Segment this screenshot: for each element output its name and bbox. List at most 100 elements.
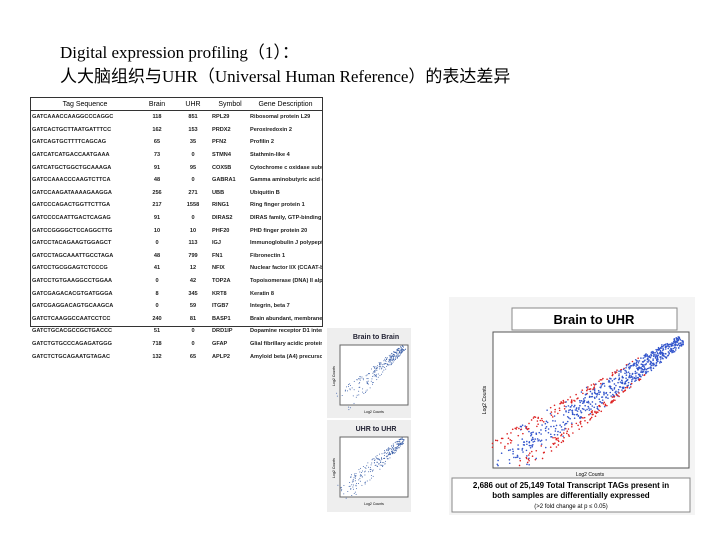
texture-dot: [390, 361, 392, 363]
texture-dot: [491, 446, 494, 449]
texture-dot: [586, 388, 589, 390]
table-cell: 95: [189, 164, 197, 171]
texture-dot: [598, 409, 600, 412]
texture-dot: [585, 393, 588, 396]
table-row: GATCCAAACCCAAGTCTTCA 48 0 GABRA1 Gamma amino…: [31, 174, 322, 187]
texture-dot: [671, 344, 674, 346]
texture-dot: [392, 443, 394, 445]
texture-dot: [521, 447, 524, 450]
texture-dot: [567, 405, 570, 407]
texture-dot: [542, 452, 545, 454]
texture-dot: [554, 411, 556, 413]
texture-dot: [613, 378, 616, 380]
texture-dot: [657, 352, 659, 355]
texture-dot: [561, 429, 563, 431]
texture-dot: [651, 352, 654, 354]
texture-dot: [356, 483, 358, 485]
texture-dot: [376, 455, 378, 457]
texture-dot: [349, 485, 351, 487]
texture-dot: [598, 405, 600, 407]
texture-dot: [667, 347, 670, 350]
texture-dot: [524, 425, 527, 427]
texture-dot: [614, 371, 616, 373]
texture-dot: [517, 448, 519, 450]
texture-dot: [679, 339, 682, 341]
texture-dot: [571, 409, 574, 412]
texture-dot: [570, 401, 573, 404]
texture-dot: [595, 396, 598, 398]
texture-dot: [648, 355, 650, 358]
texture-dot: [351, 495, 353, 497]
texture-dot: [632, 377, 634, 380]
texture-dot: [627, 384, 630, 387]
texture-dot: [403, 439, 405, 441]
texture-dot: [634, 372, 637, 375]
texture-dot: [580, 416, 583, 418]
texture-dot: [373, 367, 375, 369]
texture-dot: [590, 416, 593, 419]
texture-dot: [376, 368, 378, 370]
texture-dot: [576, 398, 578, 400]
texture-dot: [663, 343, 666, 346]
table-cell: Fibronectin 1: [250, 252, 286, 259]
texture-dot: [625, 371, 628, 374]
texture-dot: [667, 351, 670, 353]
texture-dot: [590, 408, 592, 410]
texture-dot: [573, 417, 576, 419]
texture-dot: [618, 373, 620, 375]
texture-dot: [381, 367, 383, 369]
texture-dot: [526, 463, 528, 466]
table-row: GATCACTGCTTAATGATTTCC 162 153 PRDX2 Peroxire…: [31, 124, 322, 137]
texture-dot: [639, 378, 642, 381]
texture-dot: [581, 389, 584, 391]
texture-dot: [587, 400, 590, 403]
texture-dot: [655, 348, 657, 351]
caption-box: [451, 477, 691, 513]
texture-dot: [390, 354, 392, 356]
texture-dot: [583, 399, 586, 402]
texture-dot: [393, 360, 395, 362]
texture-dot: [559, 431, 562, 434]
texture-dot: [675, 343, 677, 346]
texture-dot: [402, 440, 404, 442]
texture-dot: [584, 409, 587, 412]
texture-dot: [397, 447, 399, 449]
texture-dot: [596, 393, 598, 395]
texture-dot: [510, 432, 512, 434]
texture-dot: [647, 357, 649, 360]
texture-dot: [388, 354, 390, 356]
texture-dot: [586, 389, 588, 392]
texture-dot: [392, 360, 394, 362]
texture-dot: [521, 438, 524, 440]
table-row: GATCCAAGATAAAAGAAGGA 256 271 UBB Ubiquitin B: [31, 187, 322, 200]
table-cell: Brain abundant, membrane attached signal…: [250, 315, 322, 322]
texture-dot: [578, 399, 581, 402]
texture-dot: [531, 455, 534, 458]
texture-dot: [647, 370, 649, 373]
texture-dot: [596, 407, 599, 410]
texture-dot: [386, 449, 388, 451]
texture-dot: [573, 404, 576, 407]
texture-dot: [636, 367, 638, 369]
texture-dot: [348, 406, 350, 408]
texture-dot: [504, 445, 506, 448]
texture-dot: [509, 449, 512, 451]
texture-dot: [549, 446, 552, 449]
texture-dot: [606, 378, 608, 380]
texture-dot: [644, 363, 647, 366]
texture-dot: [367, 380, 369, 382]
texture-dot: [635, 379, 637, 382]
texture-dot: [665, 345, 668, 348]
texture-dot: [560, 433, 563, 436]
texture-dot: [516, 454, 519, 457]
texture-dot: [359, 467, 361, 469]
texture-dot: [652, 359, 654, 362]
texture-dot: [661, 351, 663, 354]
texture-dot: [597, 389, 600, 392]
texture-dot: [497, 464, 499, 467]
texture-dot: [628, 362, 631, 365]
texture-dot: [528, 459, 530, 462]
table-cell: GATCGAGGACAGTGCAAGCA: [32, 303, 114, 310]
texture-dot: [397, 446, 399, 448]
